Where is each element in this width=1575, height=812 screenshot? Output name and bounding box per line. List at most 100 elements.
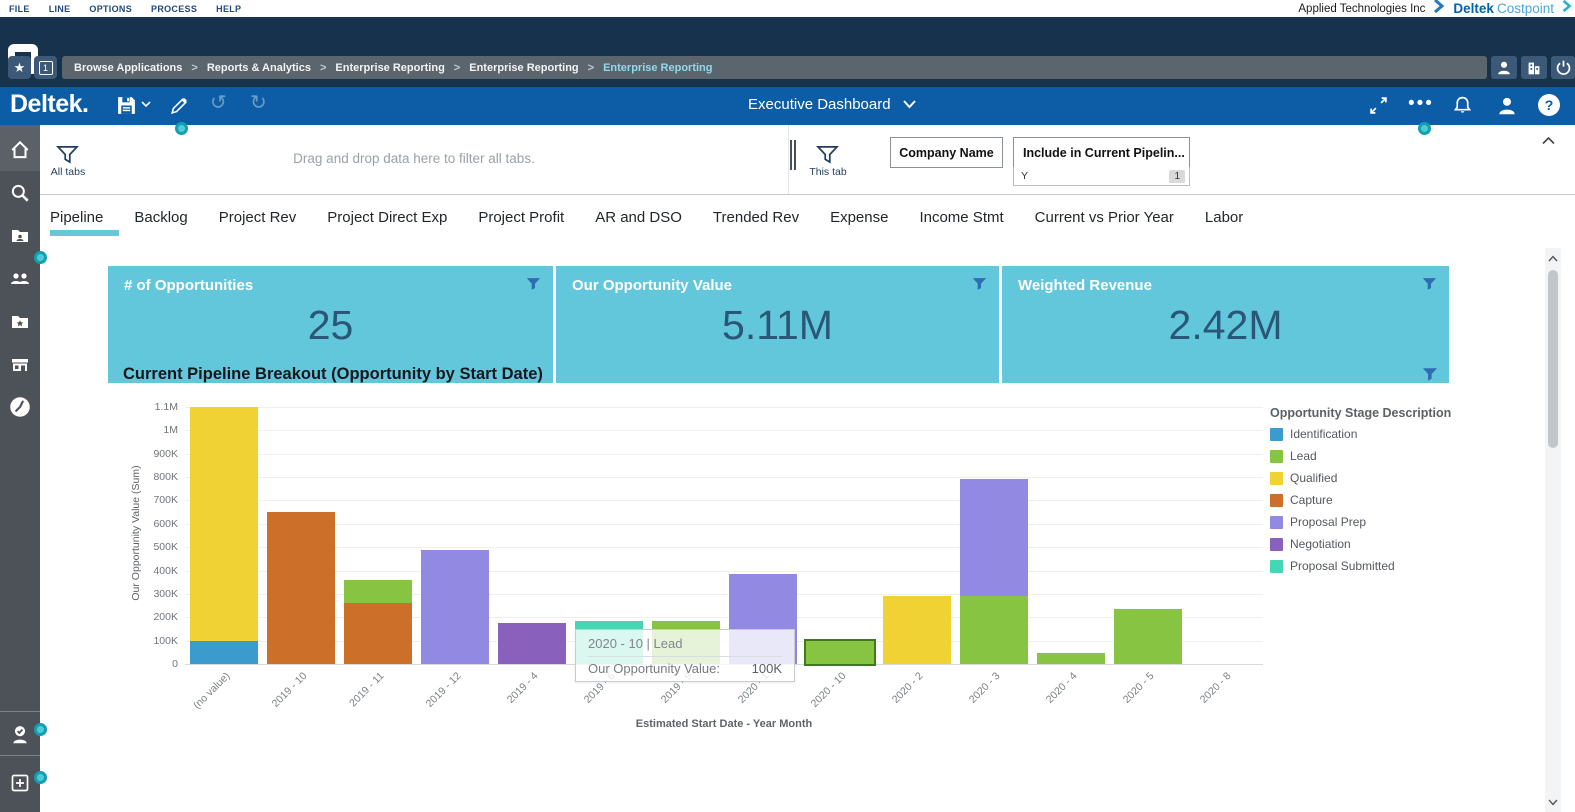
bar-segment-2019-10-capture[interactable]: [267, 512, 335, 664]
favorites-folder-icon[interactable]: [0, 302, 40, 342]
sidebar-drag-handle[interactable]: [34, 771, 47, 784]
kpi-filter-funnel-icon[interactable]: [1422, 277, 1437, 296]
redo-icon[interactable]: ↻: [250, 93, 267, 113]
expand-fullscreen-icon[interactable]: [1368, 95, 1389, 116]
scroll-down-icon[interactable]: [1545, 794, 1561, 810]
window-number-icon[interactable]: 1: [34, 56, 57, 79]
dashboard-selector[interactable]: Executive Dashboard: [748, 96, 916, 113]
bar-segment-2019-11-capture[interactable]: [344, 603, 412, 664]
tab-project-direct-exp[interactable]: Project Direct Exp: [327, 195, 447, 240]
employee-folder-icon[interactable]: [0, 216, 40, 256]
x-tick-label: 2020 - 5: [1091, 670, 1156, 735]
tab-backlog[interactable]: Backlog: [134, 195, 187, 240]
menu-line[interactable]: LINE: [49, 4, 71, 14]
breadcrumb-item[interactable]: Enterprise Reporting: [603, 62, 712, 74]
window-number: 1: [39, 61, 53, 75]
scrollbar-thumb[interactable]: [1548, 270, 1558, 448]
tab-ar-and-dso[interactable]: AR and DSO: [595, 195, 682, 240]
breadcrumb-item[interactable]: Enterprise Reporting: [469, 62, 578, 74]
kpi-filter-funnel-icon[interactable]: [972, 277, 987, 296]
menu-help[interactable]: HELP: [216, 4, 241, 14]
scroll-up-icon[interactable]: [1545, 250, 1561, 266]
bar-segment-2019-4-negotiation[interactable]: [498, 623, 566, 664]
more-options-icon[interactable]: •••: [1408, 97, 1434, 111]
legend-item-capture[interactable]: Capture: [1270, 493, 1395, 507]
menu-items: FILE LINE OPTIONS PROCESS HELP: [0, 4, 260, 14]
menu-process[interactable]: PROCESS: [151, 4, 197, 14]
bar-segment-2020-4-lead[interactable]: [1037, 653, 1105, 664]
tab-project-rev[interactable]: Project Rev: [219, 195, 297, 240]
menu-options[interactable]: OPTIONS: [89, 4, 132, 14]
breadcrumb-separator: >: [588, 62, 594, 74]
menu-file[interactable]: FILE: [9, 4, 30, 14]
organization-icon[interactable]: [1521, 56, 1547, 79]
add-new-icon[interactable]: [0, 763, 40, 803]
undo-icon[interactable]: ↺: [210, 93, 227, 113]
legend-item-proposal-prep[interactable]: Proposal Prep: [1270, 515, 1395, 529]
filter-chip-include-in-current-pipeline[interactable]: Include in Current Pipelin...: [1013, 137, 1190, 168]
help-icon[interactable]: ?: [1538, 94, 1560, 116]
breadcrumb-item[interactable]: Reports & Analytics: [207, 62, 311, 74]
filter-chip-value: Y: [1021, 170, 1028, 182]
legend-label: Negotiation: [1290, 537, 1351, 551]
legend-label: Proposal Prep: [1290, 515, 1366, 529]
people-icon[interactable]: [0, 259, 40, 299]
filter-scroll-up-icon[interactable]: [1542, 132, 1555, 150]
splitter-handle[interactable]: [794, 140, 796, 170]
bar-segment-2020-3-lead[interactable]: [960, 596, 1028, 664]
brand-primary: Deltek: [1453, 1, 1494, 16]
bar-segment-2020-5-lead[interactable]: [1114, 609, 1182, 664]
filter-chip-company-name[interactable]: Company Name: [890, 137, 1003, 168]
filter-drop-zone[interactable]: Drag and drop data here to filter all ta…: [40, 151, 788, 166]
legend-item-negotiation[interactable]: Negotiation: [1270, 537, 1395, 551]
y-tick-label: 1.1M: [118, 401, 178, 413]
bar-segment-2019-12-proposal-prep[interactable]: [421, 550, 489, 664]
filter-chip-value-row[interactable]: Y 1: [1013, 167, 1190, 186]
tab-project-profit[interactable]: Project Profit: [478, 195, 564, 240]
bar-segment-2019-11-lead[interactable]: [344, 580, 412, 603]
profile-icon[interactable]: [1496, 95, 1518, 117]
tab-labor[interactable]: Labor: [1205, 195, 1243, 240]
gridline: [185, 547, 1263, 548]
time-clock-icon[interactable]: [0, 387, 40, 427]
panel-drag-handle[interactable]: [175, 122, 188, 135]
tab-current-vs-prior-year[interactable]: Current vs Prior Year: [1035, 195, 1174, 240]
logout-power-icon[interactable]: [1551, 56, 1575, 79]
bar-segment-no-value-identification[interactable]: [190, 641, 258, 664]
tab-trended-rev[interactable]: Trended Rev: [713, 195, 799, 240]
bar-segment-2020-3-proposal-prep[interactable]: [960, 479, 1028, 596]
kpi-filter-funnel-icon[interactable]: [526, 277, 541, 296]
legend-label: Identification: [1290, 427, 1357, 441]
legend-item-qualified[interactable]: Qualified: [1270, 471, 1395, 485]
breadcrumb-item[interactable]: Enterprise Reporting: [335, 62, 444, 74]
chart-filter-funnel-icon[interactable]: [1422, 367, 1438, 387]
bar-segment-2020-10-lead[interactable]: [806, 641, 874, 664]
home-icon[interactable]: [0, 130, 40, 170]
legend-item-proposal-submitted[interactable]: Proposal Submitted: [1270, 559, 1395, 573]
employee-approve-icon[interactable]: [0, 715, 40, 755]
search-icon[interactable]: [0, 173, 40, 213]
splitter-handle[interactable]: [790, 140, 792, 170]
favorites-star-icon[interactable]: ★: [8, 56, 31, 79]
panel-drag-handle[interactable]: [1418, 122, 1431, 135]
sidebar-drag-handle[interactable]: [34, 251, 47, 264]
tab-pipeline[interactable]: Pipeline: [50, 195, 103, 240]
toolbar: Deltek. ↺ ↻ Executive Dashboard ••• ?: [0, 87, 1575, 125]
storefront-icon[interactable]: [0, 345, 40, 385]
y-tick-label: 400K: [118, 565, 178, 577]
legend-item-identification[interactable]: Identification: [1270, 427, 1395, 441]
save-icon[interactable]: [116, 95, 137, 116]
tab-expense[interactable]: Expense: [830, 195, 888, 240]
user-icon[interactable]: [1491, 56, 1517, 79]
bar-segment-2020-2-qualified[interactable]: [883, 596, 951, 664]
company-name: Applied Technologies Inc: [1298, 3, 1425, 15]
bar-segment-no-value-qualified[interactable]: [190, 407, 258, 641]
content-scrollbar[interactable]: [1545, 248, 1561, 812]
sidebar-drag-handle[interactable]: [34, 723, 47, 736]
breadcrumb-item[interactable]: Browse Applications: [74, 62, 182, 74]
notifications-bell-icon[interactable]: [1452, 95, 1473, 116]
save-menu-chevron-icon[interactable]: [141, 101, 151, 108]
legend-item-lead[interactable]: Lead: [1270, 449, 1395, 463]
tab-income-stmt[interactable]: Income Stmt: [919, 195, 1003, 240]
edit-pencil-icon[interactable]: [169, 95, 190, 116]
